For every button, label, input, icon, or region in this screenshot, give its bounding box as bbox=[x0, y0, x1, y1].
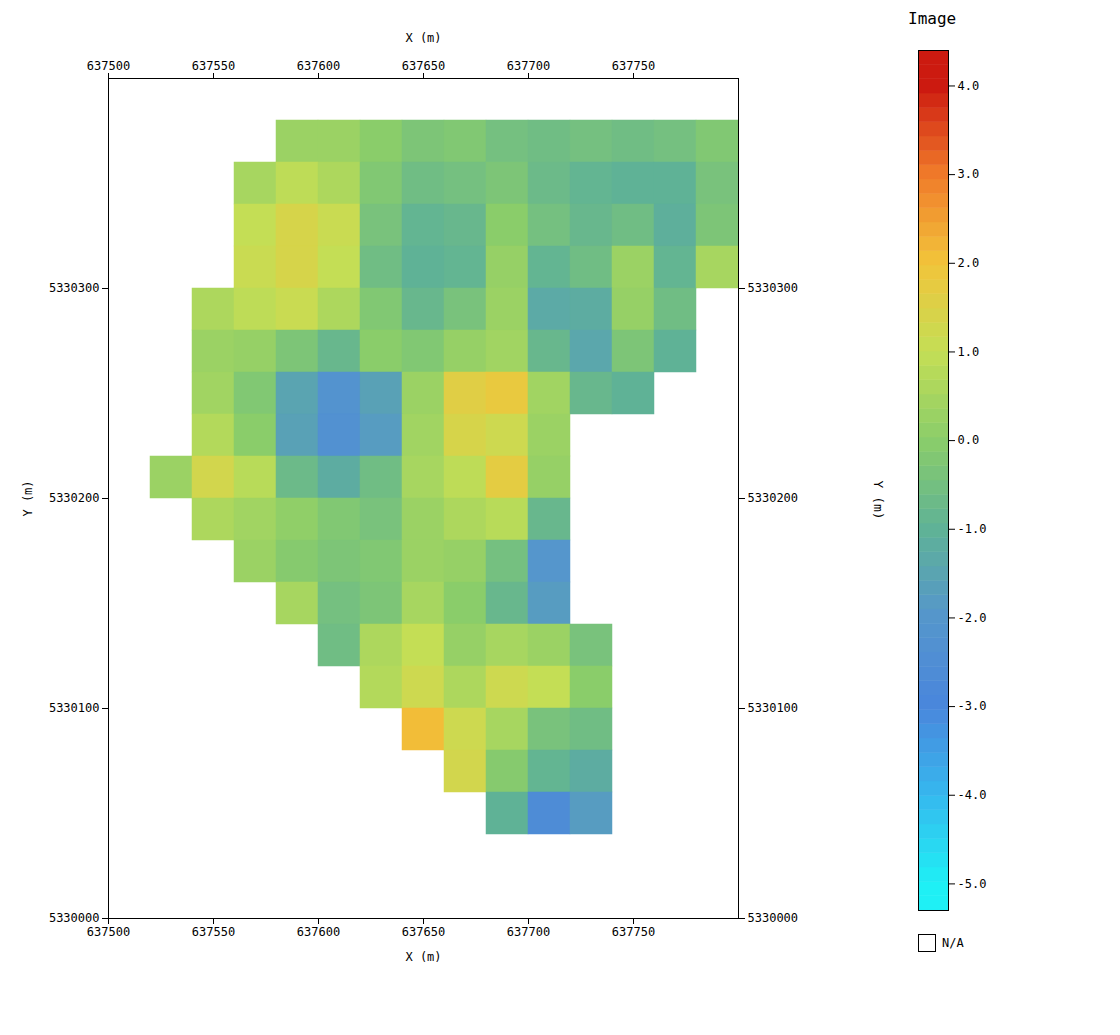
svg-text:5330200: 5330200 bbox=[49, 491, 100, 505]
html-text:Image: Image bbox=[908, 9, 957, 28]
svg-text:637500: 637500 bbox=[87, 925, 130, 939]
svg-text:3.0: 3.0 bbox=[958, 167, 980, 181]
svg-text:2.0: 2.0 bbox=[958, 256, 980, 270]
svg-text:-5.0: -5.0 bbox=[958, 877, 987, 891]
svg-text:5330100: 5330100 bbox=[748, 701, 799, 715]
svg-text:637500: 637500 bbox=[87, 59, 130, 73]
svg-text:637600: 637600 bbox=[297, 925, 340, 939]
svg-text:-3.0: -3.0 bbox=[958, 699, 987, 713]
svg-text:-1.0: -1.0 bbox=[958, 522, 987, 536]
svg-text:4.0: 4.0 bbox=[958, 79, 980, 93]
svg-text:637550: 637550 bbox=[192, 59, 235, 73]
svg-text:Y (m): Y (m) bbox=[871, 481, 886, 520]
svg-text:5330300: 5330300 bbox=[748, 281, 799, 295]
svg-text:5330000: 5330000 bbox=[748, 911, 799, 925]
svg-text:-2.0: -2.0 bbox=[958, 611, 987, 625]
svg-text:637550: 637550 bbox=[192, 925, 235, 939]
svg-text:X (m): X (m) bbox=[405, 950, 441, 964]
svg-text:5330100: 5330100 bbox=[49, 701, 100, 715]
svg-text:X (m): X (m) bbox=[405, 31, 441, 45]
svg-text:637750: 637750 bbox=[612, 925, 655, 939]
svg-text:637700: 637700 bbox=[507, 59, 550, 73]
html-text:N/A: N/A bbox=[942, 936, 964, 950]
svg-text:5330300: 5330300 bbox=[49, 281, 100, 295]
svg-text:637600: 637600 bbox=[297, 59, 340, 73]
svg-text:5330200: 5330200 bbox=[748, 491, 799, 505]
svg-text:Y (m): Y (m) bbox=[21, 480, 35, 516]
svg-text:5330000: 5330000 bbox=[49, 911, 100, 925]
svg-text:-4.0: -4.0 bbox=[958, 788, 987, 802]
svg-text:637650: 637650 bbox=[402, 59, 445, 73]
svg-text:637700: 637700 bbox=[507, 925, 550, 939]
svg-text:1.0: 1.0 bbox=[958, 345, 980, 359]
svg-text:637750: 637750 bbox=[612, 59, 655, 73]
svg-text:0.0: 0.0 bbox=[958, 433, 980, 447]
svg-text:637650: 637650 bbox=[402, 925, 445, 939]
